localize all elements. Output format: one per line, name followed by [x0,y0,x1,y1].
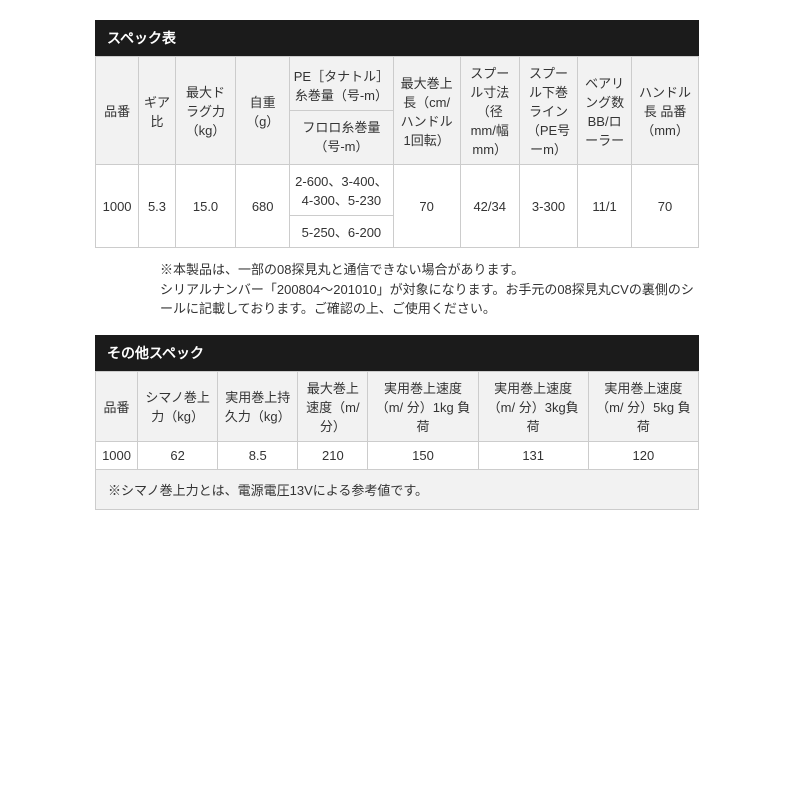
col-header: 自重（g） [236,57,290,165]
cell: 210 [298,441,368,469]
cell: 150 [368,441,478,469]
cell: 70 [393,165,460,248]
col-header: 実用巻上速度（m/ 分）1kg 負荷 [368,371,478,441]
col-header: 最大巻上長（cm/ハンドル1回転） [393,57,460,165]
table-row: 1000 5.3 15.0 680 2-600、3-400、4-300、5-23… [96,165,699,248]
cell: 5.3 [139,165,176,248]
spec-table-2-title: その他スペック [95,335,699,371]
cell: 131 [478,441,588,469]
cell: 8.5 [218,441,298,469]
col-header: 最大巻上速度（m/分） [298,371,368,441]
col-header: シマノ巻上力（kg） [138,371,218,441]
col-header: 品番 [96,371,138,441]
col-header-bottom: フロロ糸巻量（号-m） [290,111,393,161]
col-header: 実用巻上速度（m/ 分）3kg負荷 [478,371,588,441]
col-header: 最大ドラグ力（kg） [175,57,235,165]
cell: 120 [588,441,698,469]
cell: 42/34 [460,165,519,248]
col-header: 品番 [96,57,139,165]
table-header-row: 品番 シマノ巻上力（kg） 実用巻上持久力（kg） 最大巻上速度（m/分） 実用… [96,371,699,441]
cell-split: 2-600、3-400、4-300、5-230 5-250、6-200 [290,165,394,248]
cell: 62 [138,441,218,469]
note-text-1: ※本製品は、一部の08探見丸と通信できない場合があります。 シリアルナンバー「2… [95,248,699,335]
col-header-top: PE［タナトル］糸巻量（号-m） [290,60,393,111]
col-header: スプール寸法（径mm/幅mm） [460,57,519,165]
cell-top: 2-600、3-400、4-300、5-230 [290,165,393,216]
col-header: スプール下巻ライン（PE号ーm） [519,57,577,165]
cell: 70 [632,165,699,248]
table-header-row: 品番 ギア比 最大ドラグ力（kg） 自重（g） PE［タナトル］糸巻量（号-m）… [96,57,699,165]
spec-table-1: 品番 ギア比 最大ドラグ力（kg） 自重（g） PE［タナトル］糸巻量（号-m）… [95,56,699,248]
spec-table-title: スペック表 [95,20,699,56]
note-text-2: ※シマノ巻上力とは、電源電圧13Vによる参考値です。 [95,470,699,510]
cell: 15.0 [175,165,235,248]
col-header: 実用巻上持久力（kg） [218,371,298,441]
cell-bottom: 5-250、6-200 [290,216,393,247]
col-header-split: PE［タナトル］糸巻量（号-m） フロロ糸巻量（号-m） [290,57,394,165]
col-header: ベアリング数BB/ローラー [578,57,632,165]
col-header: ギア比 [139,57,176,165]
cell: 3-300 [519,165,577,248]
cell: 11/1 [578,165,632,248]
spec-table-2: 品番 シマノ巻上力（kg） 実用巻上持久力（kg） 最大巻上速度（m/分） 実用… [95,371,699,470]
col-header: 実用巻上速度（m/ 分）5kg 負荷 [588,371,698,441]
cell: 1000 [96,165,139,248]
cell: 1000 [96,441,138,469]
cell: 680 [236,165,290,248]
col-header: ハンドル長 品番（mm） [632,57,699,165]
table-row: 1000 62 8.5 210 150 131 120 [96,441,699,469]
